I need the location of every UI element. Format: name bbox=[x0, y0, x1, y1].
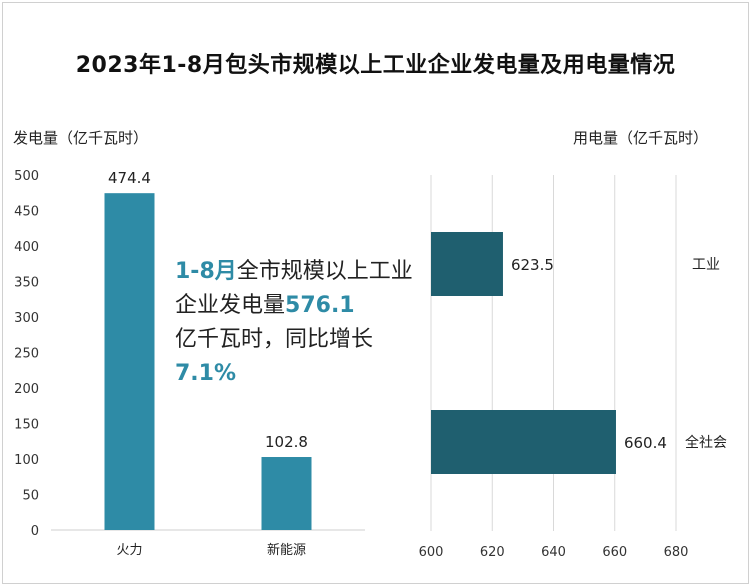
left-y-tick-label: 350 bbox=[14, 276, 39, 291]
right-category-label: 工业 bbox=[692, 257, 720, 273]
right-bar-data-label: 623.5 bbox=[511, 256, 554, 274]
left-bar bbox=[104, 193, 155, 530]
right-bar-data-label: 660.4 bbox=[624, 434, 667, 452]
annotation-text-1: 全市规模以上工业企业发电量 bbox=[175, 259, 413, 318]
left-y-tick-label: 400 bbox=[14, 240, 39, 255]
left-bar-chart: 0 50 100 150 200 250 300 350 400 450 500 474.4 火力 102… bbox=[14, 169, 727, 560]
left-y-tick-label: 100 bbox=[14, 453, 39, 468]
right-bar bbox=[431, 410, 616, 474]
chart-title: 2023年1-8月包头市规模以上工业企业发电量及用电量情况 bbox=[75, 53, 676, 78]
right-category-label: 全社会 bbox=[685, 434, 727, 451]
left-y-tick-label: 0 bbox=[31, 524, 39, 539]
annotation-text-2: 亿千瓦时，同比增长 bbox=[175, 327, 374, 352]
left-y-tick-label: 150 bbox=[14, 418, 39, 433]
right-axis-label: 用电量（亿千瓦时） bbox=[573, 129, 709, 147]
left-bar-data-label: 474.4 bbox=[108, 169, 151, 187]
annotation-period: 1-8月 bbox=[175, 259, 237, 284]
left-bar bbox=[261, 457, 312, 530]
left-y-tick-label: 50 bbox=[22, 489, 39, 504]
annotation-text: 1-8月全市规模以上工业企业发电量576.1 亿千瓦时，同比增长 7.1% bbox=[175, 255, 415, 391]
left-x-category-label: 新能源 bbox=[267, 542, 306, 558]
right-x-tick-label: 640 bbox=[541, 545, 566, 560]
left-bar-data-label: 102.8 bbox=[265, 433, 308, 451]
right-bar bbox=[431, 232, 503, 296]
annotation-growth: 7.1% bbox=[175, 361, 237, 386]
right-x-tick-label: 660 bbox=[602, 545, 627, 560]
left-x-category-label: 火力 bbox=[116, 543, 142, 558]
left-y-tick-label: 250 bbox=[14, 347, 39, 362]
right-x-tick-label: 600 bbox=[419, 545, 444, 560]
left-y-tick-label: 500 bbox=[14, 169, 39, 184]
left-y-tick-label: 450 bbox=[14, 205, 39, 220]
left-y-tick-label: 300 bbox=[14, 311, 39, 326]
left-y-axis-label: 发电量（亿千瓦时） bbox=[13, 129, 149, 147]
left-y-tick-label: 200 bbox=[14, 382, 39, 397]
right-x-tick-label: 680 bbox=[664, 545, 689, 560]
annotation-value: 576.1 bbox=[285, 293, 355, 318]
right-x-tick-label: 620 bbox=[480, 545, 505, 560]
